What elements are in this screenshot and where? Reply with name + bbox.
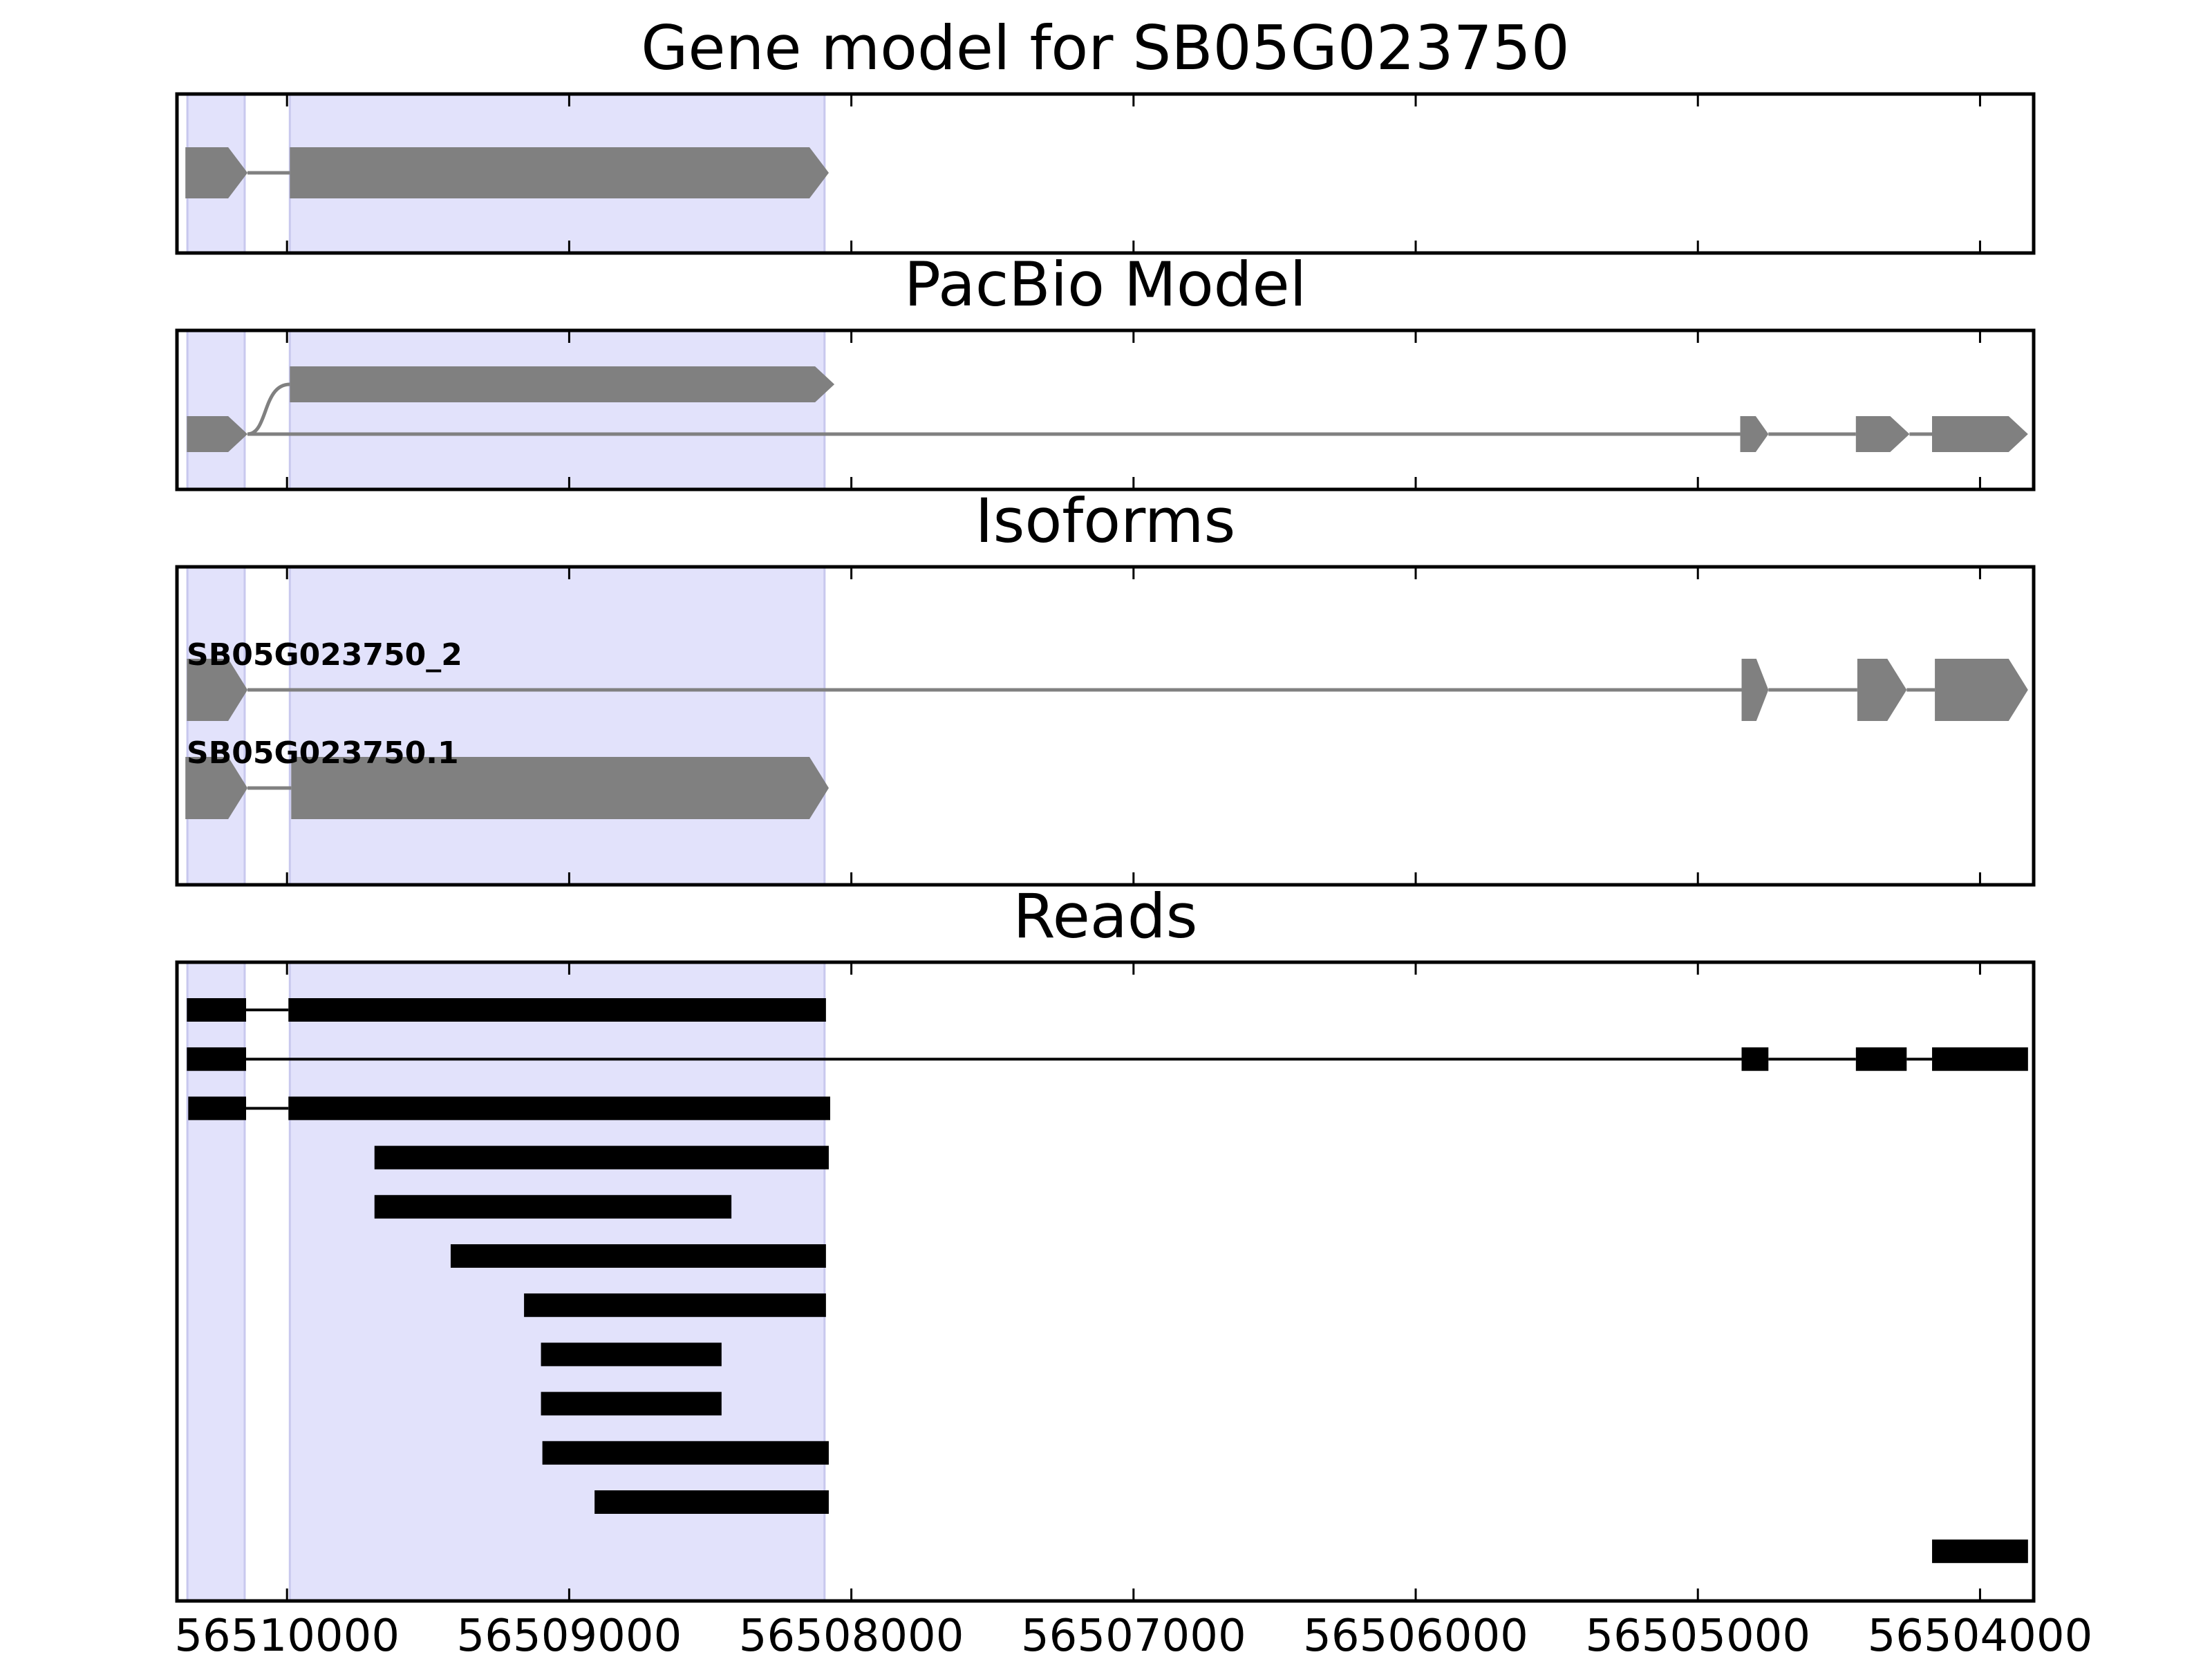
- read-5-block-0: [374, 1194, 732, 1219]
- panel-title-4: Reads: [1013, 881, 1198, 952]
- isoform-1-exon-3: [1935, 659, 2028, 721]
- read-2-block-2: [1855, 1047, 1907, 1071]
- read-1-block-1: [288, 998, 826, 1022]
- isoform-label-2: SB05G023750.1: [187, 735, 459, 771]
- pacbio-model-long-exon-1: [1740, 416, 1769, 452]
- x-tick-label-5: 56505000: [1585, 1611, 1810, 1659]
- isoform-1-exon-1: [1741, 659, 1769, 721]
- x-tick-label-3: 56507000: [1021, 1611, 1246, 1659]
- x-tick-label-1: 56509000: [457, 1611, 682, 1659]
- isoform-1-exon-0: [187, 659, 248, 721]
- read-12-block-0: [1932, 1539, 2028, 1564]
- isoform-1-exon-2: [1857, 659, 1907, 721]
- read-7-block-0: [524, 1293, 826, 1318]
- highlight-region-2-1: [288, 565, 826, 886]
- read-2-block-0: [187, 1047, 247, 1071]
- read-2-block-1: [1741, 1047, 1769, 1071]
- highlight-region-2-0: [186, 565, 246, 886]
- panel-title-3: Isoforms: [975, 485, 1236, 556]
- highlight-region-1-1: [288, 329, 826, 491]
- x-tick-label-6: 56504000: [1868, 1611, 2093, 1659]
- read-1-block-0: [187, 998, 247, 1022]
- gene-model-exon-0: [185, 147, 248, 198]
- highlight-region-1-0: [186, 329, 246, 491]
- isoform-2-exon-0: [185, 757, 248, 819]
- x-tick-label-2: 56508000: [739, 1611, 964, 1659]
- read-6-block-0: [450, 1244, 826, 1268]
- gene-model-exon-1: [290, 147, 829, 198]
- panel-title-1: Gene model for SB05G023750: [641, 12, 1570, 84]
- pacbio-model-short-intron-0: [247, 382, 290, 436]
- read-9-block-0: [541, 1391, 722, 1416]
- isoform-2-exon-1: [291, 757, 829, 819]
- pacbio-model-long-exon-3: [1932, 416, 2028, 452]
- panel-frame-3: [175, 565, 2036, 887]
- pacbio-model-long-exon-0: [187, 416, 248, 452]
- read-11-block-0: [594, 1490, 829, 1514]
- pacbio-model-long-exon-2: [1855, 416, 1910, 452]
- x-tick-label-4: 56506000: [1303, 1611, 1528, 1659]
- panel-title-2: PacBio Model: [904, 249, 1306, 320]
- read-3-block-1: [288, 1096, 830, 1121]
- read-2-block-3: [1932, 1047, 2028, 1071]
- x-tick-label-0: 56510000: [174, 1611, 400, 1659]
- pacbio-model-short-exon-1: [290, 366, 835, 402]
- panel-frame-4: [175, 960, 2036, 1603]
- read-10-block-0: [542, 1441, 829, 1465]
- read-8-block-0: [541, 1342, 722, 1367]
- panel-frame-1: [175, 92, 2036, 255]
- read-3-block-0: [188, 1096, 247, 1121]
- read-4-block-0: [374, 1145, 829, 1170]
- isoform-label-1: SB05G023750_2: [187, 637, 462, 673]
- panel-frame-2: [175, 328, 2036, 491]
